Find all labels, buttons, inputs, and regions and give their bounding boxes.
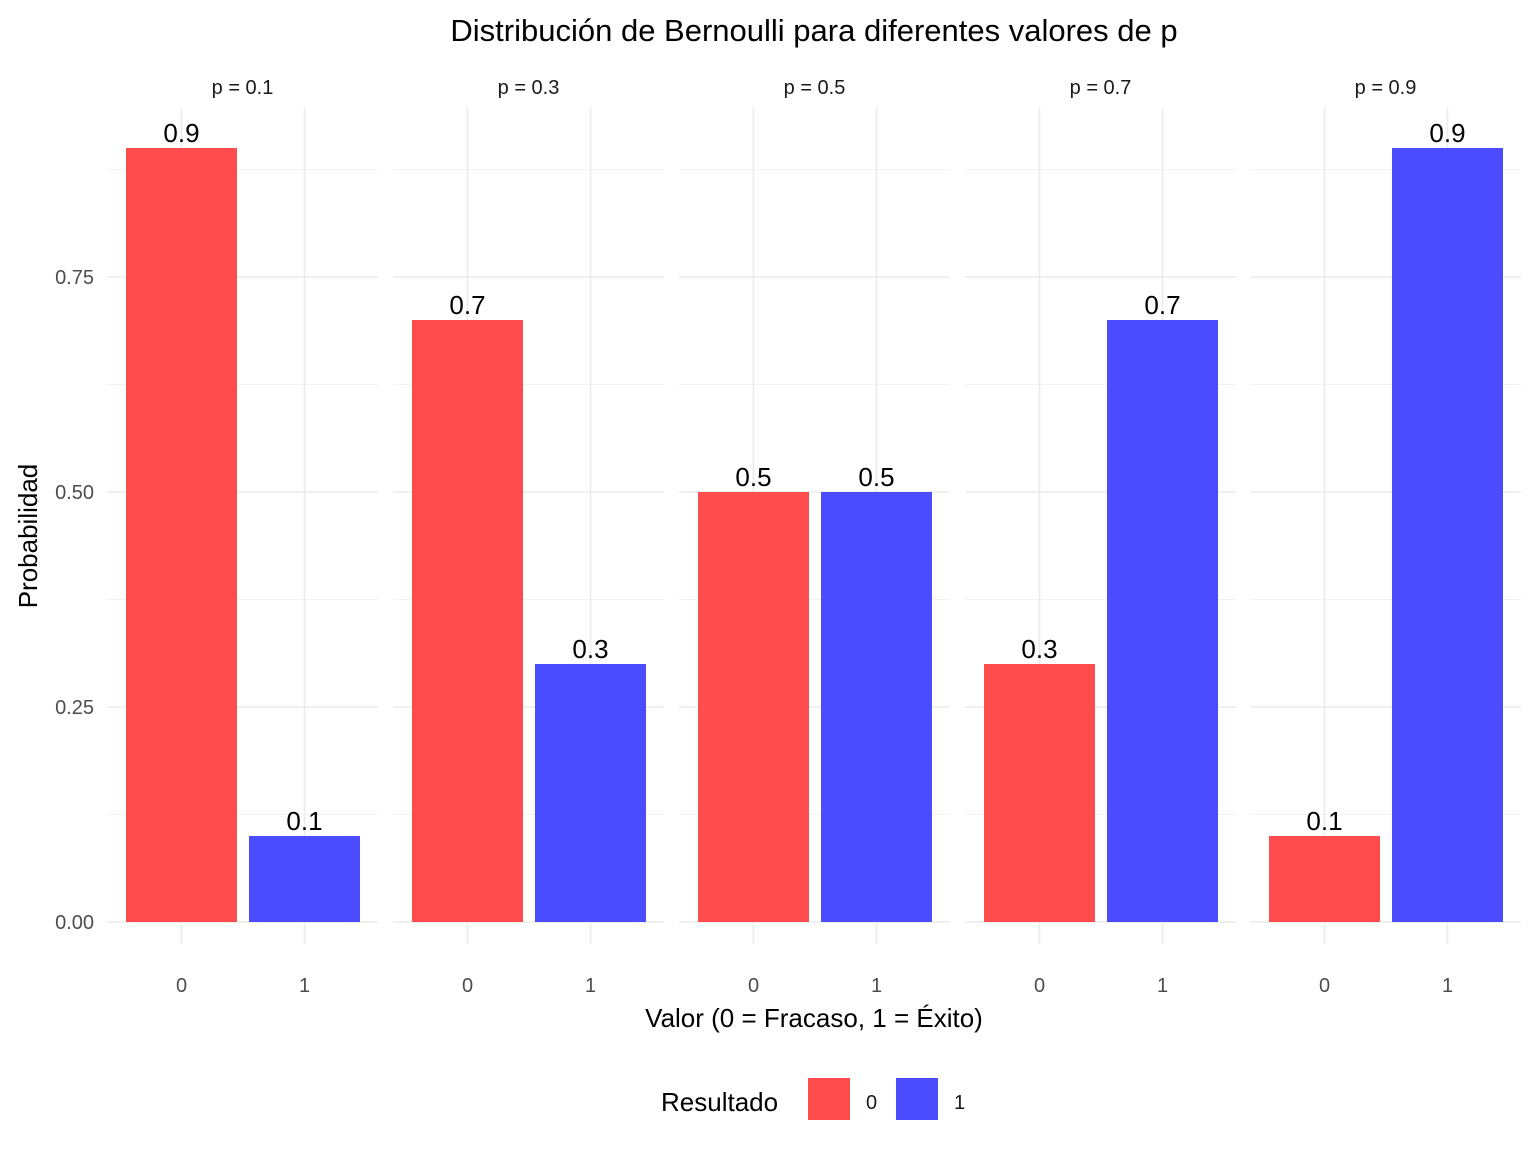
bar: [412, 320, 523, 922]
legend-key: [808, 1078, 850, 1120]
data-label: 0.5: [858, 462, 894, 492]
facet-panel: p = 0.5 0.5 0 0.5 1: [679, 77, 950, 997]
facet-panel: p = 0.3 0.7 0 0.3 1: [393, 77, 664, 997]
bar: [249, 836, 360, 922]
data-label: 0.1: [1306, 806, 1342, 836]
x-axis-title: Valor (0 = Fracaso, 1 = Éxito): [645, 1003, 983, 1033]
legend-key: [896, 1078, 938, 1120]
facet-panel: p = 0.7 0.3 0 0.7 1: [965, 77, 1236, 997]
data-label: 0.9: [163, 118, 199, 148]
bar: [126, 148, 237, 922]
facet-strip-label: p = 0.7: [1070, 77, 1132, 99]
x-tick-label: 1: [585, 975, 596, 997]
bar: [984, 664, 1095, 922]
bar: [535, 664, 646, 922]
bar: [1107, 320, 1218, 922]
x-tick-label: 0: [462, 975, 473, 997]
bar: [1392, 148, 1503, 922]
data-label: 0.7: [1144, 290, 1180, 320]
data-label: 0.9: [1429, 118, 1465, 148]
x-tick-label: 1: [871, 975, 882, 997]
bar: [821, 492, 932, 922]
x-tick-label: 0: [176, 975, 187, 997]
facet-strip-label: p = 0.9: [1355, 77, 1417, 99]
y-axis: 0.00 0.25 0.50 0.75: [55, 267, 94, 934]
bar: [1269, 836, 1380, 922]
data-label: 0.1: [286, 806, 322, 836]
chart-title: Distribución de Bernoulli para diferente…: [450, 13, 1177, 48]
y-tick-label: 0.25: [55, 697, 94, 719]
x-tick-label: 0: [1034, 975, 1045, 997]
x-tick-label: 1: [299, 975, 310, 997]
x-tick-label: 1: [1442, 975, 1453, 997]
x-tick-label: 0: [748, 975, 759, 997]
data-label: 0.7: [449, 290, 485, 320]
y-tick-label: 0.50: [55, 482, 94, 504]
legend-label: 0: [866, 1092, 877, 1114]
legend-label: 1: [954, 1092, 965, 1114]
bar: [698, 492, 809, 922]
facet-panels: p = 0.1 0.9 0 0.1 1 p = 0.3 0.7 0 0.3 1 p = 0.5 0.5…: [107, 77, 1521, 997]
data-label: 0.3: [1021, 634, 1057, 664]
facet-panel: p = 0.1 0.9 0 0.1 1: [107, 77, 378, 997]
x-tick-label: 0: [1319, 975, 1330, 997]
data-label: 0.5: [735, 462, 771, 492]
facet-strip-label: p = 0.5: [784, 77, 846, 99]
x-tick-label: 1: [1157, 975, 1168, 997]
y-tick-label: 0.00: [55, 912, 94, 934]
data-label: 0.3: [572, 634, 608, 664]
y-tick-label: 0.75: [55, 267, 94, 289]
facet-strip-label: p = 0.1: [212, 77, 274, 99]
legend-title: Resultado: [661, 1087, 778, 1117]
facet-strip-label: p = 0.3: [498, 77, 560, 99]
y-axis-title: Probabilidad: [13, 464, 43, 609]
legend: Resultado 0 1: [661, 1078, 965, 1120]
facet-panel: p = 0.9 0.1 0 0.9 1: [1250, 77, 1521, 997]
